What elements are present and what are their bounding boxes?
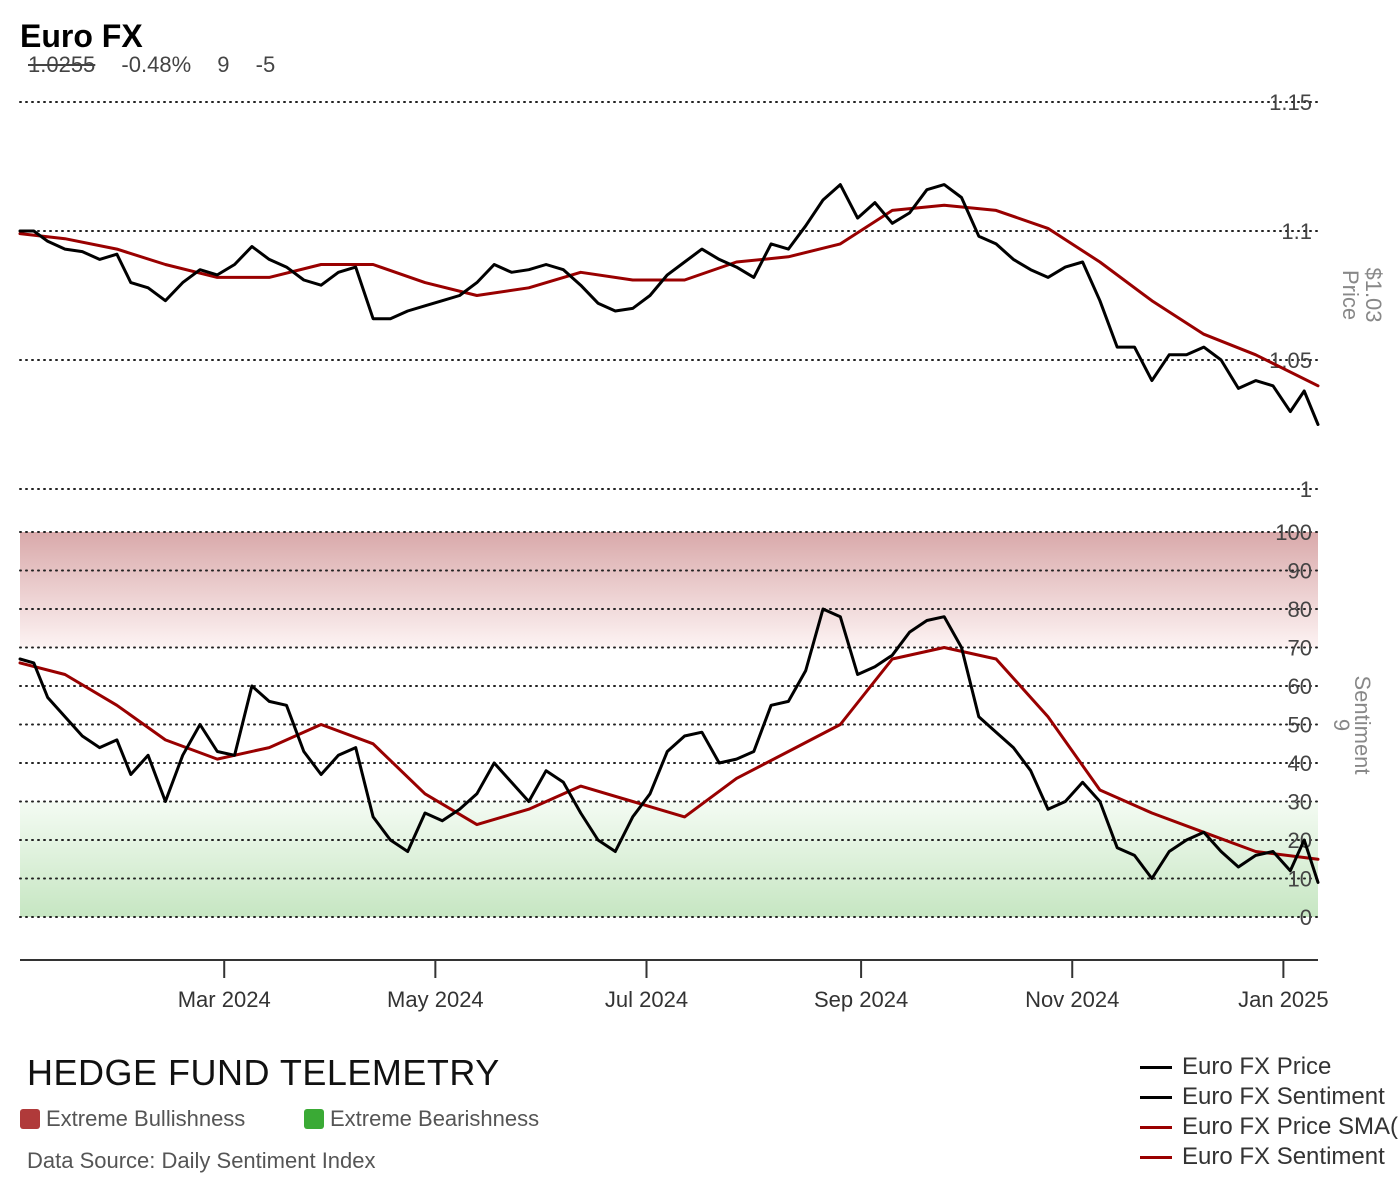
bear-zone-legend: Extreme Bearishness (304, 1106, 539, 1132)
bear-zone-label: Extreme Bearishness (330, 1106, 540, 1131)
sentiment-change: -5 (255, 52, 276, 77)
x-tick-label: Nov 2024 (1025, 987, 1119, 1012)
sentiment-tick-label: 50 (1288, 713, 1312, 738)
price-change: -0.48% (121, 52, 192, 77)
legend-label: Euro FX Sentiment (1182, 1083, 1385, 1110)
price-axis-value: $1.03 (1361, 267, 1386, 322)
x-tick-label: Jan 2025 (1238, 987, 1329, 1012)
price-tick-label: 1.05 (1269, 348, 1312, 373)
series-legend: Euro FX Price Euro FX Sentiment Euro FX … (1140, 1052, 1400, 1172)
legend-line-icon (1140, 1125, 1172, 1129)
sentiment-tick-label: 0 (1300, 905, 1312, 930)
extreme-bullishness-band (20, 532, 1318, 648)
data-source: Data Source: Daily Sentiment Index (27, 1148, 376, 1173)
brand-name: HEDGE FUND TELEMETRY (27, 1052, 500, 1093)
sentiment-axis-title: Sentiment (1350, 675, 1375, 774)
legend-line-icon (1140, 1065, 1172, 1069)
sentiment-sma-line (18, 646, 1320, 861)
bull-swatch (20, 1109, 40, 1129)
legend-item-sentiment-sma[interactable]: Euro FX Sentiment (1140, 1142, 1400, 1172)
x-tick-label: Jul 2024 (605, 987, 688, 1012)
legend-item-sentiment[interactable]: Euro FX Sentiment (1140, 1082, 1400, 1112)
price-tick-label: 1.15 (1269, 90, 1312, 115)
legend-line-icon (1140, 1155, 1172, 1159)
bear-swatch (304, 1109, 324, 1129)
price-axis-title: Price (1338, 270, 1363, 320)
quote-summary: 1.0255 -0.48% 9 -5 (28, 52, 295, 78)
x-tick-label: Sep 2024 (814, 987, 908, 1012)
sentiment-line (18, 607, 1320, 884)
legend-item-price-sma[interactable]: Euro FX Price SMA( (1140, 1112, 1400, 1142)
sentiment-tick-label: 70 (1288, 636, 1312, 661)
chart-title: Euro FX (20, 18, 143, 54)
sentiment-tick-label: 90 (1288, 559, 1312, 584)
extreme-bearishness-band (20, 801, 1318, 917)
sentiment-tick-label: 40 (1288, 751, 1312, 776)
sentiment-tick-label: 100 (1275, 520, 1312, 545)
bull-zone-legend: Extreme Bullishness (20, 1106, 245, 1132)
legend-label: Euro FX Sentiment (1182, 1143, 1385, 1170)
x-tick-label: May 2024 (387, 987, 484, 1012)
price-line (18, 183, 1320, 426)
price-tick-label: 1 (1300, 477, 1312, 502)
legend-line-icon (1140, 1095, 1172, 1099)
last-price: 1.0255 (28, 52, 96, 77)
x-tick-label: Mar 2024 (178, 987, 271, 1012)
bull-zone-label: Extreme Bullishness (46, 1106, 246, 1131)
sentiment-tick-label: 60 (1288, 674, 1312, 699)
sentiment-axis-value: 9 (1329, 719, 1354, 731)
sentiment-value: 9 (217, 52, 230, 77)
legend-label: Euro FX Price SMA( (1182, 1113, 1399, 1140)
sentiment-tick-label: 30 (1288, 790, 1312, 815)
legend-item-price[interactable]: Euro FX Price (1140, 1052, 1400, 1082)
legend-label: Euro FX Price (1182, 1053, 1332, 1080)
sentiment-tick-label: 80 (1288, 597, 1312, 622)
price-tick-label: 1.1 (1281, 219, 1312, 244)
price-sma-line (18, 203, 1320, 388)
